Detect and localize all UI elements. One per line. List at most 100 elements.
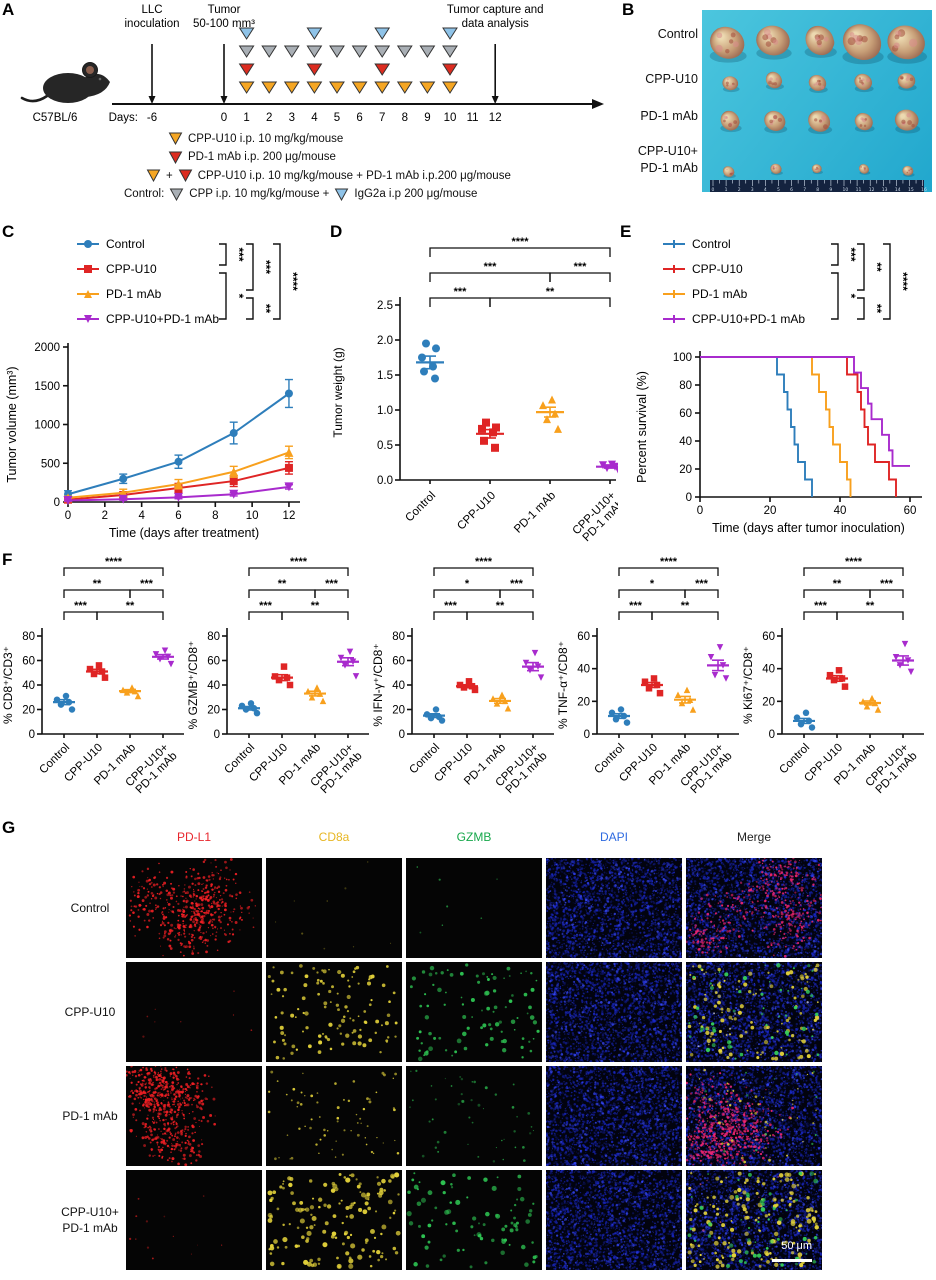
svg-text:0: 0 xyxy=(686,492,692,504)
svg-text:1.0: 1.0 xyxy=(377,405,393,417)
dose-triangle xyxy=(329,45,345,58)
svg-text:20: 20 xyxy=(577,696,590,708)
significance-label: *** xyxy=(484,261,498,273)
legend-triangle-icon xyxy=(146,169,161,182)
significance-label: **** xyxy=(511,236,529,248)
legend-triangle-icon xyxy=(335,188,349,201)
tumor-row-label: Control xyxy=(657,27,698,41)
svg-text:2: 2 xyxy=(102,510,108,522)
day-tick: 6 xyxy=(356,112,362,124)
significance-label: ** xyxy=(496,600,505,612)
svg-text:20: 20 xyxy=(679,464,692,476)
micrograph-row-label: CPP-U10+ PD-1 mAb xyxy=(61,1205,119,1235)
svg-text:80: 80 xyxy=(679,380,692,392)
legend-text: CPP-U10 i.p. 10 mg/kg/mouse + PD-1 mAb i… xyxy=(197,169,511,182)
svg-text:40: 40 xyxy=(207,680,220,692)
significance-label: * xyxy=(465,578,470,590)
dose-triangle xyxy=(283,45,300,58)
dose-triangle xyxy=(374,81,391,94)
svg-text:0: 0 xyxy=(214,729,220,741)
survival-curve xyxy=(700,356,852,497)
day-tick: 10 xyxy=(444,112,457,124)
day-tick: 4 xyxy=(311,112,318,124)
micrograph-cell xyxy=(406,858,542,958)
significance-label: *** xyxy=(259,260,273,274)
dose-triangle xyxy=(261,81,278,94)
legend-label: PD-1 mAb xyxy=(692,287,748,301)
y-axis-label: Tumor volume (mm³) xyxy=(5,366,19,482)
tumor-row-label: CPP-U10+ PD-1 mAb xyxy=(637,144,698,175)
svg-text:0: 0 xyxy=(399,729,405,741)
significance-label: ** xyxy=(681,600,690,612)
micrograph-column-header: Merge xyxy=(736,830,771,844)
mouse-icon xyxy=(20,62,110,103)
day-tick: 5 xyxy=(334,112,340,124)
svg-text:4: 4 xyxy=(138,510,145,522)
significance-label: *** xyxy=(454,286,468,298)
dose-triangle xyxy=(261,45,278,58)
category-label: PD-1 mAb xyxy=(512,490,558,536)
micrograph-column-header: DAPI xyxy=(599,830,628,844)
svg-text:40: 40 xyxy=(22,680,35,692)
svg-text:40: 40 xyxy=(834,505,847,517)
significance-label: ** xyxy=(126,600,135,612)
day-tick: 0 xyxy=(221,112,227,124)
svg-text:60: 60 xyxy=(762,631,775,643)
micrograph-cell xyxy=(686,1170,822,1270)
svg-text:2.0: 2.0 xyxy=(377,335,393,347)
micrograph-cell xyxy=(546,858,682,958)
legend-triangle-icon xyxy=(168,151,183,164)
day-tick: 2 xyxy=(266,112,272,124)
micrograph-cell xyxy=(686,962,822,1062)
svg-text:80: 80 xyxy=(22,631,35,643)
legend-triangle-icon xyxy=(169,188,184,201)
panel-a-timeline: LLC inoculation Tumor 50-100 mm³ Tumor captu… xyxy=(0,0,620,215)
svg-text:0: 0 xyxy=(697,505,703,517)
significance-label: ** xyxy=(870,262,884,272)
micrograph-cell xyxy=(126,1170,262,1270)
category-label: CPP-U10 xyxy=(455,490,498,533)
svg-text:6: 6 xyxy=(175,510,181,522)
micrograph-column-header: GZMB xyxy=(456,830,492,844)
day-tick: 1 xyxy=(243,112,249,124)
dose-triangle xyxy=(442,27,458,40)
dose-triangle xyxy=(351,45,368,58)
legend-label: CPP-U10+PD-1 mAb xyxy=(106,312,219,326)
micrograph-column-header: PD-L1 xyxy=(176,830,211,844)
micrograph-cell xyxy=(406,1066,542,1166)
y-axis-label: Tumor weight (g) xyxy=(331,347,345,437)
significance-label: **** xyxy=(845,556,863,568)
dose-triangle xyxy=(396,45,413,58)
svg-text:20: 20 xyxy=(762,696,775,708)
y-axis-label: % CD8⁺/CD3⁺ xyxy=(1,646,15,724)
micrograph-cell xyxy=(686,1066,822,1166)
micrograph-cell xyxy=(686,858,822,958)
micrograph-row-label: CPP-U10 xyxy=(64,1005,116,1019)
dose-triangle xyxy=(238,27,255,40)
significance-label: ** xyxy=(259,304,273,314)
significance-label: *** xyxy=(140,578,154,590)
dose-triangle xyxy=(283,81,300,94)
svg-text:20: 20 xyxy=(764,505,777,517)
tumor-volume-chart: 0 500 1000 1500 2000 0 2 4 6 8 10 12 Tumor volume (m… xyxy=(5,237,300,540)
legend-text: IgG2a i.p 200 μg/mouse xyxy=(354,188,478,200)
svg-text:0: 0 xyxy=(584,729,590,741)
timeline-legend-row: Control: CPP i.p. 10 mg/kg/mouse + IgG2a i… xyxy=(124,188,477,201)
y-axis-label: % GZMB⁺/CD8⁺ xyxy=(186,641,200,730)
dose-triangle xyxy=(238,45,255,58)
significance-label: **** xyxy=(896,272,910,291)
significance-label: **** xyxy=(660,556,678,568)
svg-text:0: 0 xyxy=(54,497,60,509)
tumor-row-label: CPP-U10 xyxy=(645,72,698,86)
svg-text:60: 60 xyxy=(904,505,917,517)
micrograph-column-header: CD8a xyxy=(318,830,350,844)
timeline-annotation: 50-100 mm³ xyxy=(193,18,255,30)
svg-text:1.5: 1.5 xyxy=(377,370,393,382)
svg-text:8: 8 xyxy=(212,510,218,522)
dose-triangle xyxy=(238,81,255,94)
svg-text:2.5: 2.5 xyxy=(377,300,393,312)
svg-text:0: 0 xyxy=(29,729,35,741)
panel-g-label: G xyxy=(2,818,16,837)
